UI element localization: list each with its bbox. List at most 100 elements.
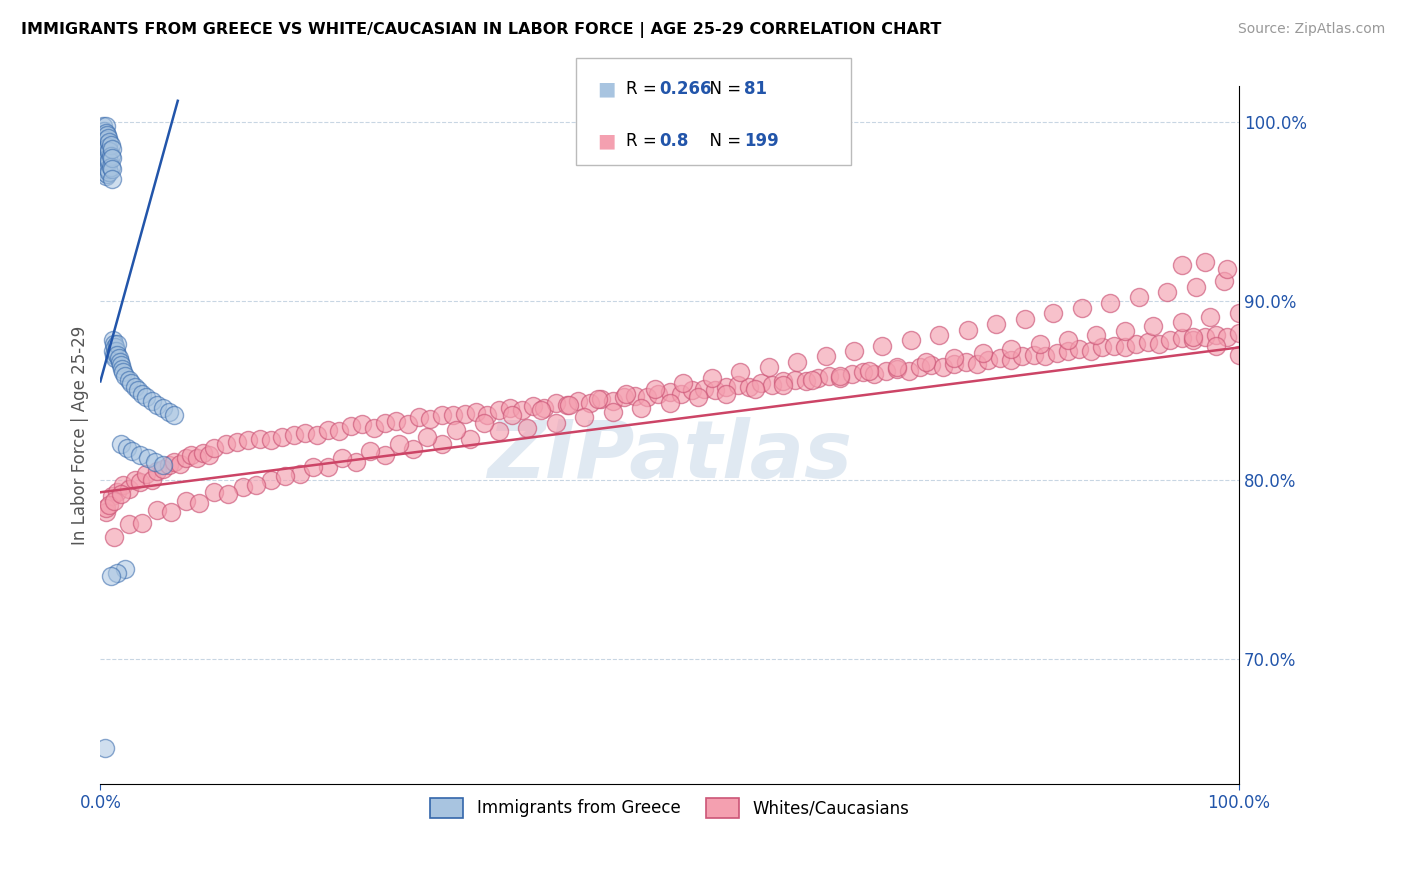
Point (127, 384, 149, 398)
Point (388, 437, 411, 451)
Point (1114, 340, 1136, 354)
Point (103, 348, 125, 362)
Point (271, 430, 294, 444)
Point (488, 403, 510, 417)
Point (955, 355, 977, 369)
Point (191, 446, 214, 460)
Legend: Immigrants from Greece, Whites/Caucasians: Immigrants from Greece, Whites/Caucasian… (423, 791, 915, 824)
Point (956, 322, 979, 336)
Point (830, 371, 852, 385)
Point (1102, 338, 1125, 352)
Point (453, 407, 475, 421)
Point (943, 351, 966, 366)
Point (1227, 306, 1250, 320)
Point (232, 480, 254, 494)
Point (914, 355, 936, 369)
Point (131, 516, 153, 530)
Point (1227, 326, 1250, 340)
Point (98, 135, 121, 149)
Point (374, 416, 396, 430)
Point (94, 138, 117, 153)
Point (704, 384, 727, 398)
Point (197, 448, 219, 462)
Point (533, 401, 555, 416)
Text: 199: 199 (744, 132, 779, 150)
Point (352, 417, 374, 432)
Point (1000, 342, 1022, 356)
Point (693, 382, 716, 396)
Point (104, 340, 127, 354)
Point (614, 387, 637, 401)
Point (772, 375, 794, 389)
Point (163, 409, 186, 423)
Point (103, 336, 125, 351)
Point (110, 359, 132, 373)
Point (118, 517, 141, 532)
Point (94, 169, 117, 183)
Point (146, 464, 169, 478)
Point (1194, 329, 1216, 343)
Point (141, 394, 163, 409)
Point (772, 378, 794, 392)
Point (602, 405, 624, 419)
Point (202, 485, 225, 500)
Point (932, 360, 955, 375)
Point (875, 364, 897, 378)
Point (103, 494, 125, 508)
Text: R =: R = (626, 132, 662, 150)
Point (160, 505, 183, 519)
Point (613, 391, 636, 405)
Point (330, 451, 353, 466)
Point (274, 469, 297, 483)
Point (591, 392, 613, 407)
Point (107, 566, 129, 580)
Point (217, 487, 239, 501)
Point (94, 133, 117, 147)
Point (488, 425, 510, 439)
Point (96, 145, 118, 160)
Point (112, 478, 135, 492)
Point (118, 482, 141, 496)
Point (214, 437, 236, 451)
Point (346, 455, 368, 469)
Point (100, 172, 122, 186)
Point (385, 414, 408, 428)
Point (180, 448, 202, 462)
Point (672, 376, 695, 391)
Point (1182, 333, 1205, 347)
Text: Source: ZipAtlas.com: Source: ZipAtlas.com (1237, 22, 1385, 37)
Point (544, 396, 567, 410)
Point (630, 401, 652, 416)
Point (283, 428, 305, 442)
Point (245, 478, 267, 492)
Point (1033, 350, 1056, 364)
Point (169, 457, 191, 471)
Point (129, 475, 152, 489)
Point (202, 441, 225, 455)
Point (96, 167, 118, 181)
Point (586, 392, 609, 407)
Point (114, 562, 136, 576)
Point (1070, 301, 1092, 315)
Point (624, 389, 647, 403)
Point (402, 442, 425, 457)
Point (572, 410, 595, 425)
Point (94, 129, 117, 144)
Point (93, 124, 115, 138)
Point (93, 154, 115, 169)
Point (94, 126, 117, 140)
Point (1184, 279, 1206, 293)
Point (1114, 324, 1136, 338)
Point (100, 142, 122, 156)
Point (94, 151, 117, 165)
Point (174, 494, 197, 508)
Point (91, 136, 114, 151)
Point (96, 136, 118, 151)
Point (1216, 329, 1239, 343)
Point (288, 467, 311, 482)
Point (1085, 327, 1108, 342)
Point (669, 387, 692, 401)
Point (94, 142, 117, 156)
Point (136, 451, 159, 466)
Point (430, 409, 453, 423)
